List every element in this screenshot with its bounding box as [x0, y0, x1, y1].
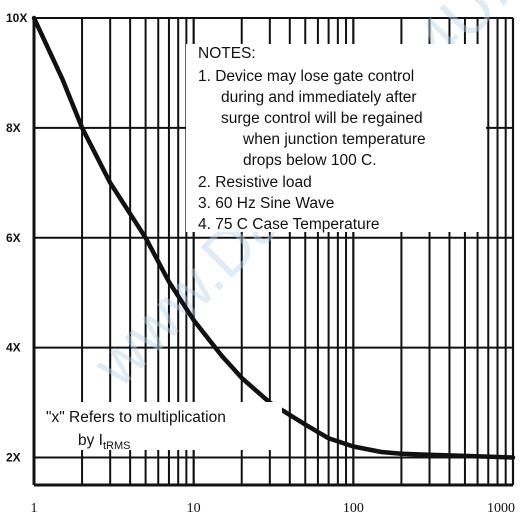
- y-tick-label: 2X: [6, 451, 21, 465]
- y-tick-label: 6X: [6, 231, 21, 245]
- y-tick-label: 4X: [6, 341, 21, 355]
- axes: [32, 18, 514, 487]
- y-tick-label: 10X: [6, 11, 27, 25]
- footnote-background: [42, 402, 282, 450]
- notes-background: [186, 44, 486, 232]
- x-tick-label: 1: [31, 501, 38, 516]
- note-line-8: 4. 75 C Case Temperature: [198, 216, 380, 233]
- footnote-line-1: "x" Refers to multiplication: [46, 409, 226, 426]
- note-line-7: 3. 60 Hz Sine Wave: [198, 195, 334, 212]
- series-layer: [31, 15, 516, 460]
- footnote-box: "x" Refers to multiplication by ItRMS: [42, 402, 282, 452]
- tick-labels: 1 10 100 1000 2X 4X 6X 8X 10X: [6, 11, 515, 516]
- note-line-3: surge control will be regained: [221, 110, 423, 127]
- footnote-line-2-prefix: by I: [78, 432, 103, 449]
- notes-box: NOTES: 1. Device may lose gate control d…: [186, 44, 486, 233]
- note-line-6: 2. Resistive load: [198, 174, 312, 191]
- y-tick-label: 8X: [6, 121, 21, 135]
- note-line-2: during and immediately after: [221, 89, 417, 106]
- footnote-line-2-subscript: tRMS: [103, 440, 131, 452]
- x-tick-label: 10: [187, 501, 201, 516]
- note-line-4: when junction temperature: [242, 131, 426, 148]
- note-line-5: drops below 100 C.: [243, 152, 377, 169]
- x-tick-label: 1000: [487, 501, 515, 516]
- footnote-line-2: by ItRMS: [78, 432, 130, 452]
- note-line-1: 1. Device may lose gate control: [198, 68, 414, 85]
- notes-title: NOTES:: [198, 45, 256, 62]
- x-tick-label: 100: [343, 501, 364, 516]
- series-line: [31, 15, 516, 460]
